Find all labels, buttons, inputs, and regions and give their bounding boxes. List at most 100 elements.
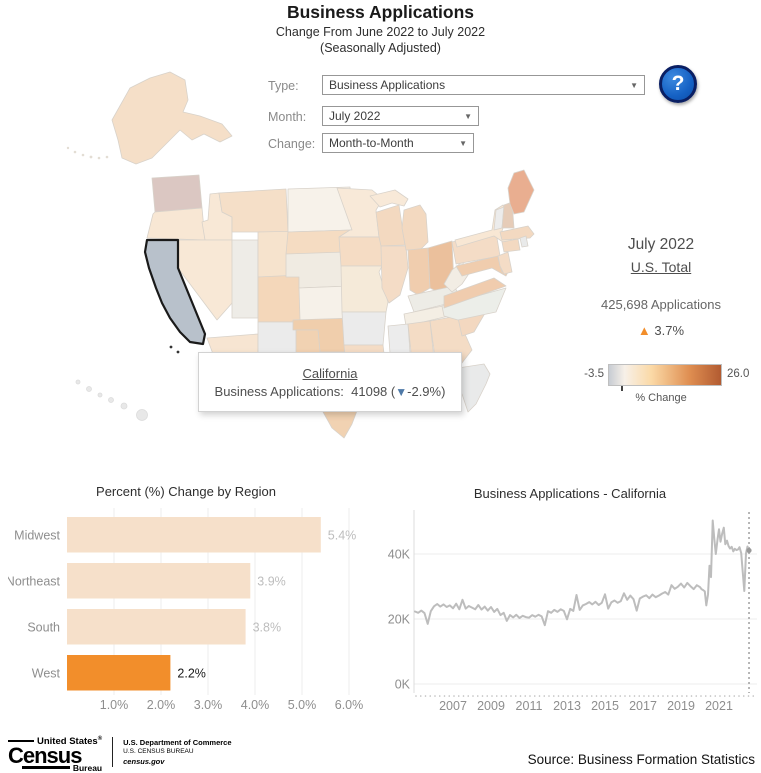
axis-tick-dot bbox=[524, 695, 527, 697]
axis-tick-dot bbox=[505, 695, 508, 697]
chart-text: 2021 bbox=[705, 699, 733, 713]
axis-tick-dot bbox=[434, 695, 436, 697]
page-subtitle-1: Change From June 2022 to July 2022 bbox=[275, 24, 486, 39]
axis-tick-dot bbox=[624, 695, 626, 697]
california-line-chart[interactable]: 0K 20K 40K 2007 2009 2011 2013 2015 2017 2019 2021 bbox=[385, 480, 759, 718]
axis-tick-dot bbox=[586, 695, 588, 697]
state-new-hampshire[interactable] bbox=[501, 201, 515, 229]
axis-tick-dot bbox=[676, 695, 679, 697]
bar-west[interactable] bbox=[67, 655, 171, 691]
chart-text: 40K bbox=[388, 548, 411, 562]
state-rhode-island[interactable] bbox=[519, 235, 529, 248]
region-bar-chart[interactable]: 1.0% 2.0% 3.0% 4.0% 5.0% 6.0% Midwest 5.4% North… bbox=[8, 480, 373, 718]
census-bureau-text: U.S. CENSUS BUREAU bbox=[123, 748, 194, 756]
state-north-carolina[interactable] bbox=[441, 287, 507, 321]
axis-tick-dot bbox=[415, 695, 417, 697]
axis-tick-dot bbox=[662, 695, 664, 697]
axis-tick-dot bbox=[552, 695, 555, 697]
month-label: Month: bbox=[268, 110, 307, 124]
type-dropdown-value: Business Applications bbox=[329, 78, 446, 92]
chart-text: 3.8% bbox=[253, 620, 282, 634]
axis-tick-dot bbox=[609, 695, 612, 697]
legend-max: 26.0 bbox=[727, 368, 750, 380]
change-dropdown-value: Month-to-Month bbox=[329, 136, 414, 150]
chart-text: 4.0% bbox=[241, 698, 270, 712]
axis-tick-dot bbox=[638, 695, 641, 697]
chart-text: 3.0% bbox=[194, 698, 223, 712]
state-indiana[interactable] bbox=[407, 247, 431, 296]
applications-line-series[interactable] bbox=[414, 519, 750, 627]
summary-change: 3.7% bbox=[654, 323, 685, 338]
state-oregon[interactable] bbox=[146, 207, 206, 241]
chart-text: 2017 bbox=[629, 699, 657, 713]
axis-tick-dot bbox=[723, 695, 726, 697]
census-gov-link[interactable]: census.gov bbox=[123, 756, 165, 766]
axis-tick-dot bbox=[419, 695, 422, 697]
chart-text: Midwest bbox=[14, 528, 60, 542]
axis-tick-dot bbox=[709, 695, 712, 697]
state-utah[interactable] bbox=[231, 239, 259, 319]
state-iowa[interactable] bbox=[338, 236, 385, 267]
page-subtitle-2: (Seasonally Adjusted) bbox=[320, 41, 441, 56]
state-connecticut[interactable] bbox=[501, 238, 521, 253]
color-legend-gradient bbox=[608, 364, 722, 386]
axis-tick-dot bbox=[595, 695, 598, 697]
axis-tick-dot bbox=[714, 695, 717, 697]
chart-text: West bbox=[32, 666, 61, 680]
state-michigan[interactable] bbox=[401, 204, 429, 251]
axis-tick-dot bbox=[514, 695, 517, 697]
help-button[interactable]: ? bbox=[659, 65, 697, 103]
axis-tick-dot bbox=[529, 695, 531, 697]
chevron-down-icon: ▼ bbox=[630, 80, 638, 90]
state-missouri[interactable] bbox=[340, 265, 389, 313]
axis-tick-dot bbox=[453, 695, 455, 697]
state-wisconsin[interactable] bbox=[375, 204, 406, 247]
month-dropdown[interactable]: July 2022 ▼ bbox=[322, 106, 479, 126]
state-maine[interactable] bbox=[507, 169, 535, 215]
chart-text: 6.0% bbox=[335, 698, 364, 712]
bar-south[interactable] bbox=[67, 609, 246, 645]
footer: United States® Census Bureau U.S. Depart… bbox=[0, 730, 761, 772]
bar-northeast[interactable] bbox=[67, 563, 251, 599]
chart-text: South bbox=[27, 620, 60, 634]
state-alaska[interactable] bbox=[111, 71, 233, 165]
map-tooltip: California Business Applications: 41098 … bbox=[198, 352, 462, 412]
axis-tick-dot bbox=[752, 695, 755, 697]
chart-text: 2.0% bbox=[147, 698, 176, 712]
chart-text: 5.0% bbox=[288, 698, 317, 712]
state-new-jersey[interactable] bbox=[497, 251, 513, 275]
us-choropleth-map[interactable] bbox=[0, 0, 761, 470]
state-colorado[interactable] bbox=[257, 274, 302, 323]
up-triangle-icon: ▲ bbox=[637, 323, 651, 338]
tooltip-value: 41098 bbox=[351, 383, 388, 399]
bar-midwest[interactable] bbox=[67, 517, 321, 553]
logo-registered-mark: ® bbox=[97, 736, 103, 742]
change-dropdown[interactable]: Month-to-Month ▼ bbox=[322, 133, 474, 153]
chevron-down-icon: ▼ bbox=[459, 138, 467, 148]
state-arkansas[interactable] bbox=[341, 311, 387, 346]
channel-islands bbox=[169, 345, 180, 354]
chart-text: 2013 bbox=[553, 699, 581, 713]
state-california-selected[interactable] bbox=[143, 238, 207, 346]
axis-tick-dot bbox=[719, 695, 721, 697]
axis-tick-dot bbox=[747, 695, 750, 697]
type-dropdown[interactable]: Business Applications ▼ bbox=[322, 75, 645, 95]
state-washington[interactable] bbox=[151, 174, 203, 213]
chart-text: 20K bbox=[388, 613, 411, 627]
state-michigan-up[interactable] bbox=[369, 189, 409, 208]
month-dropdown-value: July 2022 bbox=[329, 109, 381, 123]
logo-bureau: Bureau bbox=[72, 762, 103, 773]
logo-line bbox=[8, 740, 34, 743]
axis-tick-dot bbox=[467, 695, 470, 697]
state-illinois[interactable] bbox=[380, 245, 409, 304]
us-total-link[interactable]: U.S. Total bbox=[630, 259, 692, 275]
state-virginia[interactable] bbox=[443, 277, 507, 309]
summary-period: July 2022 bbox=[627, 236, 695, 253]
latest-point-marker[interactable] bbox=[746, 547, 752, 554]
axis-tick-dot bbox=[633, 695, 636, 697]
state-hawaii[interactable] bbox=[75, 379, 148, 421]
axis-tick-dot bbox=[600, 695, 603, 697]
axis-tick-dot bbox=[543, 695, 546, 697]
axis-tick-dot bbox=[742, 695, 745, 697]
state-montana[interactable] bbox=[218, 188, 289, 233]
